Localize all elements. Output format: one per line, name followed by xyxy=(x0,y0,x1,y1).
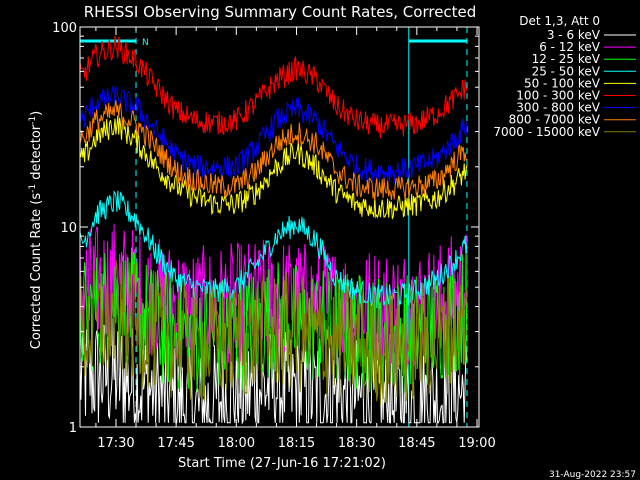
x-tick-label-4: 18:30 xyxy=(338,436,375,451)
night-periods: N xyxy=(80,27,468,427)
y-axis-label: Corrected Count Rate (s-1 detector-1) xyxy=(28,111,44,349)
series-line-5 xyxy=(79,35,468,139)
series-line-7 xyxy=(79,100,468,201)
plot-series xyxy=(79,35,468,425)
series-line-3 xyxy=(79,190,468,309)
footer-timestamp: 31-Aug-2022 23:57 xyxy=(549,470,636,480)
series-line-8 xyxy=(79,260,468,406)
y-tick-label-2: 100 xyxy=(52,21,77,36)
y-axis-label-exp1: -1 xyxy=(28,184,38,193)
legend-label-0: 3 - 6 keV xyxy=(547,28,601,42)
legend-label-3: 25 - 50 keV xyxy=(532,64,601,78)
series-line-6 xyxy=(79,85,468,184)
legend-label-5: 100 - 300 keV xyxy=(516,89,600,103)
legend-label-1: 6 - 12 keV xyxy=(539,40,601,54)
legend-label-4: 50 - 100 keV xyxy=(524,76,601,90)
x-axis-label: Start Time (27-Jun-16 17:21:02) xyxy=(178,456,386,471)
y-axis-label-prefix: Corrected Count Rate (s xyxy=(29,193,44,350)
night-label-0: N xyxy=(142,38,149,48)
legend-label-6: 300 - 800 keV xyxy=(516,101,600,115)
x-tick-label-6: 19:00 xyxy=(458,436,495,451)
series-line-4 xyxy=(79,115,468,220)
x-tick-label-0: 17:30 xyxy=(97,436,134,451)
legend-label-2: 12 - 25 keV xyxy=(532,52,601,66)
y-axis-label-suffix: ) xyxy=(29,111,44,116)
legend-title: Det 1,3, Att 0 xyxy=(519,14,600,28)
x-tick-label-2: 18:00 xyxy=(218,436,255,451)
x-tick-label-3: 18:15 xyxy=(278,436,315,451)
x-tick-label-1: 17:45 xyxy=(157,436,194,451)
y-tick-label-0: 1 xyxy=(69,421,77,436)
chart-title: RHESSI Observing Summary Count Rates, Co… xyxy=(84,3,477,21)
x-tick-label-5: 18:45 xyxy=(398,436,435,451)
y-tick-label-1: 10 xyxy=(60,221,77,236)
legend-label-8: 7000 - 15000 keV xyxy=(493,125,600,139)
legend-label-7: 800 - 7000 keV xyxy=(509,113,601,127)
y-axis-label-exp2: -1 xyxy=(28,116,38,125)
y-axis-label-mid: detector xyxy=(29,124,44,184)
axis-ticks: 17:30 17:45 18:00 18:15 18:30 18:45 19:00 1 10 10… xyxy=(52,21,496,451)
